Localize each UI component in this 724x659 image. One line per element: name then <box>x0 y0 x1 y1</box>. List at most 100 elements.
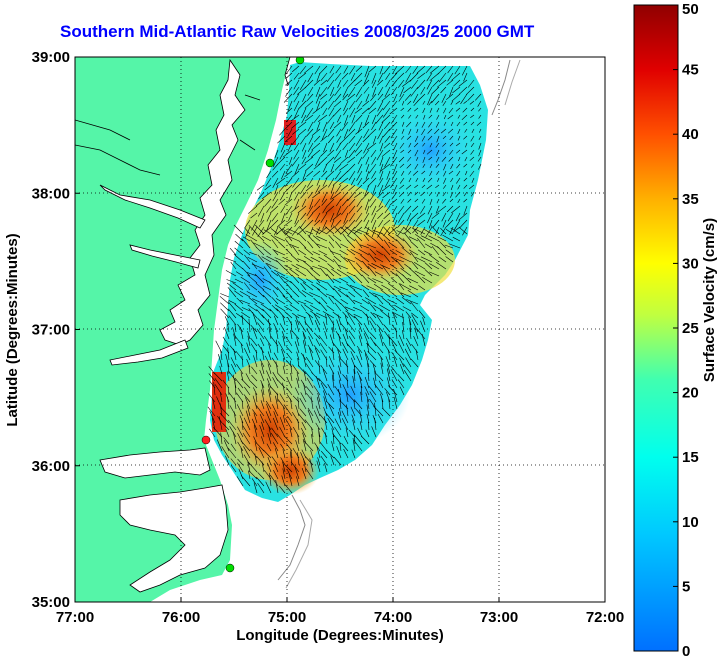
velocity-vector <box>253 242 265 249</box>
velocity-vector <box>397 219 405 228</box>
velocity-vector <box>325 293 335 298</box>
velocity-vector <box>349 107 356 118</box>
velocity-vector <box>371 226 377 238</box>
velocity-vector <box>372 278 384 284</box>
velocity-vector <box>314 319 321 333</box>
velocity-vector <box>428 254 440 263</box>
velocity-vector <box>231 465 237 473</box>
velocity-vector <box>399 184 405 190</box>
velocity-vector <box>462 226 468 236</box>
velocity-vector <box>261 191 272 200</box>
velocity-vector <box>284 268 293 277</box>
velocity-vector <box>274 304 286 312</box>
velocity-vector <box>262 235 272 242</box>
velocity-vector <box>463 163 468 168</box>
velocity-vector <box>448 243 461 249</box>
velocity-vector <box>385 72 391 80</box>
velocity-vector <box>450 163 454 170</box>
velocity-vector <box>279 426 286 438</box>
velocity-vector <box>285 205 293 216</box>
velocity-vector <box>307 142 314 153</box>
velocity-vector <box>346 93 356 102</box>
velocity-vector <box>380 289 391 298</box>
velocity-vector <box>416 79 426 89</box>
velocity-vector <box>399 256 412 263</box>
velocity-vector <box>469 156 475 161</box>
velocity-vector <box>418 285 426 291</box>
velocity-vector <box>371 156 377 165</box>
x-tick-label: 73:00 <box>480 609 518 626</box>
velocity-vector <box>227 419 237 431</box>
velocity-vector <box>332 107 342 117</box>
velocity-vector <box>437 177 440 182</box>
velocity-vector <box>414 184 419 188</box>
velocity-vector <box>459 227 468 235</box>
velocity-vector <box>237 426 244 438</box>
velocity-vector <box>251 366 258 375</box>
velocity-vector <box>416 128 419 134</box>
velocity-vector <box>293 149 300 160</box>
velocity-vector <box>417 249 426 256</box>
velocity-vector <box>431 86 440 95</box>
velocity-vector <box>311 228 321 235</box>
velocity-vector <box>423 228 433 235</box>
velocity-vector <box>363 212 370 222</box>
velocity-vector <box>478 135 482 141</box>
velocity-vector <box>294 191 300 201</box>
velocity-vector <box>429 271 440 277</box>
velocity-vector <box>328 296 335 305</box>
velocity-vector <box>450 184 454 191</box>
velocity-vector <box>412 65 419 74</box>
velocity-vector <box>366 313 370 326</box>
velocity-vector <box>227 362 230 375</box>
velocity-vector <box>325 170 335 180</box>
velocity-vector <box>264 419 272 431</box>
velocity-vector <box>232 431 237 445</box>
velocity-vector <box>336 198 342 207</box>
velocity-vector <box>356 345 363 354</box>
velocity-vector <box>256 309 265 319</box>
velocity-vector <box>319 86 328 97</box>
velocity-vector <box>267 456 272 466</box>
velocity-vector <box>414 149 419 157</box>
velocity-vector <box>450 191 454 198</box>
velocity-vector <box>307 121 314 132</box>
velocity-vector <box>290 280 300 291</box>
velocity-vector <box>428 121 433 128</box>
velocity-vector <box>390 177 398 188</box>
velocity-vector <box>265 481 272 494</box>
velocity-vector <box>304 100 314 109</box>
velocity-vector <box>363 322 370 333</box>
velocity-vector <box>442 234 454 242</box>
velocity-vector <box>415 114 419 119</box>
velocity-vector <box>269 308 279 319</box>
velocity-vector <box>365 233 377 242</box>
hotspot-east <box>342 229 418 281</box>
velocity-vector <box>262 285 272 291</box>
bathymetry-contour <box>277 59 511 581</box>
velocity-vector <box>327 135 335 144</box>
velocity-vector <box>316 228 328 235</box>
velocity-vector <box>305 184 314 192</box>
velocity-vector <box>399 86 405 98</box>
velocity-vector <box>301 107 307 119</box>
velocity-vector <box>269 219 279 229</box>
velocity-vector <box>244 254 251 263</box>
velocity-vector <box>278 341 286 354</box>
colorbar-tick-label: 5 <box>682 578 690 595</box>
colorbar-tick-label: 50 <box>682 1 699 18</box>
velocity-vector <box>304 156 314 164</box>
velocity-vector <box>284 484 293 494</box>
velocity-vector <box>477 156 482 162</box>
velocity-vector <box>266 170 272 179</box>
velocity-vector <box>312 251 321 256</box>
velocity-vector <box>256 456 265 466</box>
velocity-vector <box>308 313 314 326</box>
velocity-vector <box>261 436 265 445</box>
velocity-vector <box>279 485 286 494</box>
velocity-vector <box>293 86 300 96</box>
velocity-vector <box>335 241 342 249</box>
velocity-vector <box>298 240 307 249</box>
velocity-vector <box>399 142 405 149</box>
x-tick-label: 72:00 <box>586 609 624 626</box>
